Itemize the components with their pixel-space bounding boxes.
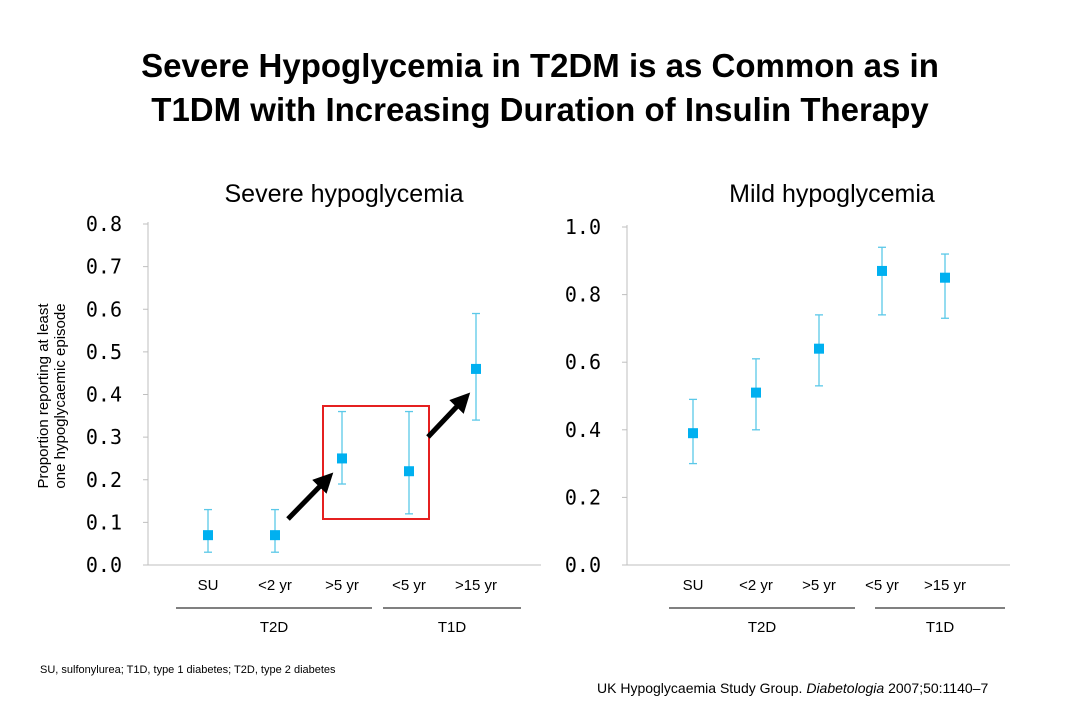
mild-y-tick-label: 0.0 — [565, 553, 601, 577]
severe-category-label: <5 yr — [392, 577, 426, 594]
arrow-to-gt15yr — [426, 392, 471, 439]
mild-data-point — [877, 265, 887, 276]
severe-data-point — [471, 363, 481, 374]
arrow-to-gt5yr — [286, 472, 334, 521]
mild-data-point — [751, 387, 761, 398]
severe-data-point — [404, 466, 414, 477]
mild-data-point — [814, 343, 824, 354]
mild-data-point — [688, 428, 698, 439]
mild-chart-title: Mild hypoglycemia — [729, 180, 935, 208]
citation: UK Hypoglycaemia Study Group. Diabetolog… — [597, 680, 988, 696]
mild-y-tick-label: 0.2 — [565, 485, 601, 509]
severe-y-axis-title-line-1: Proportion reporting at least — [35, 303, 52, 489]
mild-group-label: T1D — [926, 619, 955, 636]
mild-category-label: SU — [683, 577, 704, 594]
footnote: SU, sulfonylurea; T1D, type 1 diabetes; … — [40, 664, 336, 676]
slide-title-line-2: T1DM with Increasing Duration of Insulin… — [151, 91, 929, 128]
slide-title-line-1: Severe Hypoglycemia in T2DM is as Common… — [141, 47, 939, 84]
severe-group-label: T2D — [260, 619, 289, 636]
citation-authors: UK Hypoglycaemia Study Group. — [597, 680, 803, 696]
mild-y-tick-label: 1.0 — [565, 215, 601, 239]
mild-y-tick-label: 0.6 — [565, 350, 601, 374]
mild-y-tick-label: 0.4 — [565, 418, 601, 442]
severe-data-point — [337, 453, 347, 464]
severe-y-axis-title: Proportion reporting at leastone hypogly… — [35, 303, 69, 489]
severe-y-tick-label: 0.0 — [86, 553, 122, 577]
severe-chart-title: Severe hypoglycemia — [224, 180, 463, 208]
severe-category-label: >5 yr — [325, 577, 359, 594]
severe-data-point — [270, 530, 280, 541]
severe-data-point — [203, 530, 213, 541]
severe-category-label: >15 yr — [455, 577, 497, 594]
severe-y-tick-label: 0.7 — [86, 255, 122, 279]
mild-category-label: <5 yr — [865, 577, 899, 594]
mild-category-label: >5 yr — [802, 577, 836, 594]
highlight-box — [322, 405, 430, 520]
severe-y-tick-label: 0.3 — [86, 425, 122, 449]
severe-category-label: SU — [198, 577, 219, 594]
mild-category-label: <2 yr — [739, 577, 773, 594]
slide-title: Severe Hypoglycemia in T2DM is as Common… — [40, 44, 1040, 132]
severe-y-axis-title-line-2: one hypoglycaemic episode — [52, 303, 69, 488]
mild-group-label: T2D — [748, 619, 777, 636]
severe-y-tick-label: 0.2 — [86, 468, 122, 492]
severe-y-tick-label: 0.5 — [86, 340, 122, 364]
mild-category-label: >15 yr — [924, 577, 966, 594]
severe-category-label: <2 yr — [258, 577, 292, 594]
severe-group-label: T1D — [438, 619, 467, 636]
severe-y-tick-label: 0.4 — [86, 383, 122, 407]
severe-y-tick-label: 0.6 — [86, 297, 122, 321]
citation-journal: Diabetologia — [806, 680, 885, 696]
citation-details: 2007;50:1140–7 — [888, 680, 989, 696]
severe-y-tick-label: 0.1 — [86, 510, 122, 534]
severe-y-tick-label: 0.8 — [86, 212, 122, 236]
mild-y-tick-label: 0.8 — [565, 283, 601, 307]
mild-data-point — [940, 272, 950, 283]
